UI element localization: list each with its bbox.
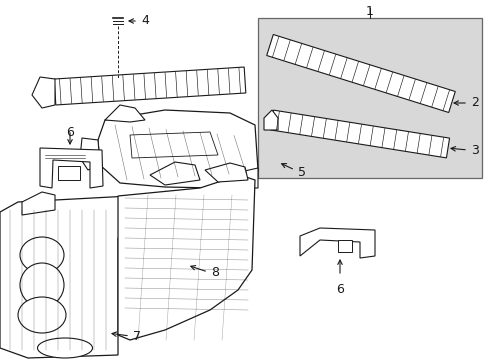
Polygon shape [270,110,448,158]
Polygon shape [150,162,200,185]
Text: 2: 2 [470,96,478,109]
Polygon shape [80,138,100,170]
FancyBboxPatch shape [337,240,351,252]
Polygon shape [240,168,258,188]
Polygon shape [22,192,55,215]
FancyBboxPatch shape [258,18,481,178]
Ellipse shape [18,297,66,333]
Text: 5: 5 [297,166,305,179]
Polygon shape [130,132,218,158]
Text: 6: 6 [335,283,343,296]
Polygon shape [264,110,278,130]
Polygon shape [118,175,254,340]
Text: 7: 7 [133,330,141,343]
Ellipse shape [38,338,92,358]
Text: 8: 8 [210,266,219,279]
Polygon shape [40,148,103,188]
Ellipse shape [20,263,64,307]
Polygon shape [299,228,374,258]
Polygon shape [98,110,258,188]
Polygon shape [0,196,132,358]
Polygon shape [32,77,55,108]
Polygon shape [54,67,245,105]
Text: 4: 4 [141,14,148,27]
Text: 1: 1 [366,5,373,18]
Ellipse shape [20,237,64,273]
Polygon shape [105,105,145,122]
FancyBboxPatch shape [58,166,80,180]
Polygon shape [266,35,454,112]
Text: 6: 6 [66,126,74,139]
Text: 3: 3 [470,144,478,157]
Polygon shape [204,163,247,182]
